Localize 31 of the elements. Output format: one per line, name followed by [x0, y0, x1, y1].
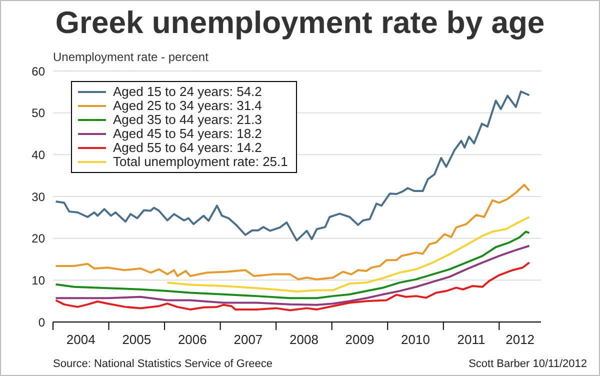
legend-label: Aged 45 to 54 years: 18.2 — [113, 126, 262, 141]
y-tick-label: 30 — [32, 190, 46, 204]
line-series — [54, 230, 530, 300]
y-tick-label: 60 — [32, 64, 46, 78]
x-tick-label: 2011 — [457, 332, 486, 347]
y-tick-label: 50 — [32, 106, 46, 120]
line-series — [54, 262, 530, 312]
x-tick-label: 2006 — [178, 332, 207, 347]
x-tick-label: 2012 — [506, 332, 535, 347]
y-tick-label: 0 — [38, 315, 46, 330]
legend-label: Aged 35 to 44 years: 21.3 — [113, 112, 262, 127]
chart-title: Greek unemployment rate by age — [54, 5, 546, 41]
y-tick-label: 10 — [32, 273, 46, 288]
y-tick-label: 40 — [32, 148, 46, 162]
legend-label: Aged 15 to 24 years: 54.2 — [113, 84, 262, 99]
legend-label: Aged 25 to 34 years: 31.4 — [113, 98, 262, 113]
x-tick-label: 2005 — [122, 332, 152, 347]
line-series — [54, 184, 530, 280]
x-tick-label: 2010 — [401, 332, 430, 347]
x-tick-label: 2008 — [290, 332, 318, 347]
x-tick-label: 2009 — [345, 332, 374, 347]
legend-label: Total unemployment rate: 25.1 — [113, 154, 288, 169]
line-series — [54, 244, 530, 306]
line-series — [166, 216, 530, 292]
text: Scott Barber 10/11/2012 — [468, 358, 587, 370]
x-tick-label: 2004 — [66, 332, 96, 347]
y-axis-title: Unemployment rate - percent — [53, 50, 208, 64]
x-tick-label: 2007 — [234, 332, 263, 347]
y-tick-label: 20 — [32, 232, 46, 246]
source-note: Source: National Statistics Service of Greece — [53, 358, 272, 370]
legend-label: Aged 55 to 64 years: 14.2 — [113, 140, 262, 155]
